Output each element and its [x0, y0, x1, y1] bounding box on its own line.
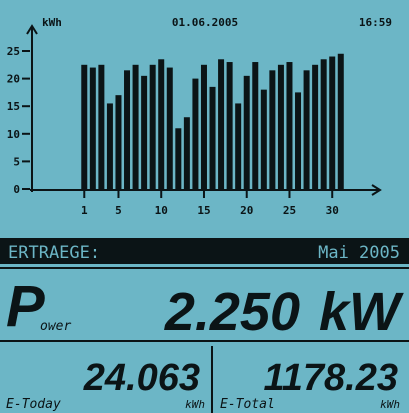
bar	[252, 62, 259, 189]
time: 16:59	[359, 16, 392, 29]
bar	[183, 117, 190, 189]
bar	[106, 103, 113, 189]
y-tick-label: 25	[7, 45, 20, 58]
y-arrow	[26, 24, 38, 35]
bar	[149, 64, 156, 189]
bar	[329, 56, 336, 189]
bar	[158, 59, 165, 189]
x-tick-label: 5	[115, 204, 122, 217]
bar	[166, 67, 173, 189]
bar	[98, 64, 105, 189]
x-tick-label: 25	[283, 204, 296, 217]
power-subscript: ower	[40, 319, 71, 334]
y-tick-label: 20	[7, 73, 20, 86]
date: 01.06.2005	[172, 16, 238, 29]
banner-period: Mai 2005	[318, 243, 400, 263]
x-tick-label: 20	[240, 204, 253, 217]
bar	[286, 62, 293, 189]
y-tick-label: 10	[7, 128, 20, 141]
total-value: 1178.23	[263, 357, 398, 399]
bar	[141, 75, 148, 189]
y-tick-label: 5	[13, 155, 20, 168]
y-tick-label: 0	[13, 183, 20, 196]
bar	[303, 70, 310, 189]
bar	[81, 64, 88, 189]
x-tick-label: 1	[81, 204, 88, 217]
bar	[175, 128, 182, 189]
bar	[132, 64, 139, 189]
power-unit: kW	[319, 282, 404, 342]
x-tick-label: 10	[155, 204, 168, 217]
total-unit: kWh	[380, 398, 400, 411]
power-value: 2.250	[164, 282, 300, 342]
bar	[295, 92, 302, 189]
bar	[226, 62, 233, 189]
total-label: E-Total	[220, 397, 275, 412]
x-arrow	[371, 184, 382, 196]
bar	[218, 59, 225, 189]
bar	[192, 78, 199, 189]
bar	[209, 86, 216, 189]
bar	[243, 75, 250, 189]
x-tick-label: 15	[197, 204, 210, 217]
banner	[0, 238, 409, 264]
today-value: 24.063	[83, 357, 200, 399]
bar	[312, 64, 319, 189]
today-unit: kWh	[185, 398, 205, 411]
bar	[320, 59, 327, 189]
bar	[260, 89, 267, 189]
bar	[200, 64, 207, 189]
bar	[124, 70, 131, 189]
bar	[337, 53, 344, 190]
bar	[89, 67, 96, 189]
banner-label: ERTRAEGE:	[8, 243, 100, 263]
bar	[277, 64, 284, 189]
x-tick-label: 30	[326, 204, 339, 217]
bar	[235, 103, 242, 189]
bar	[115, 95, 122, 189]
unit-label: kWh	[42, 16, 62, 29]
today-label: E-Today	[6, 397, 61, 412]
power-letter: P	[6, 274, 45, 339]
bar	[269, 70, 276, 189]
y-tick-label: 15	[7, 100, 20, 113]
